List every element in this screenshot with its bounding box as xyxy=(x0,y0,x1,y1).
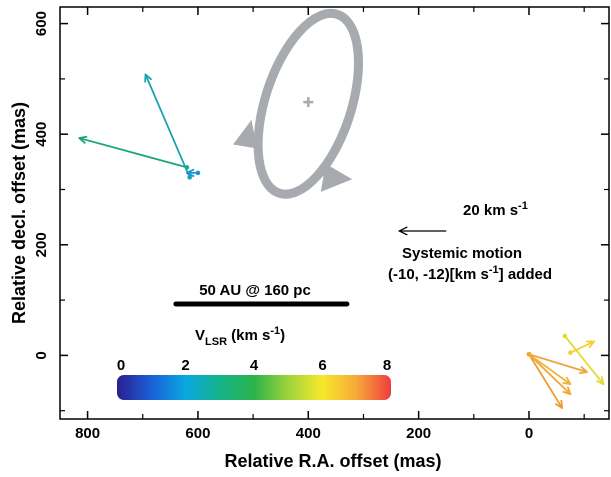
velocity-scale-arrowhead xyxy=(397,226,408,236)
colorbar-tick-label: 8 xyxy=(383,357,391,374)
systemic-motion-line1: Systemic motion xyxy=(402,245,522,262)
y-axis-title: Relative decl. offset (mas) xyxy=(9,102,29,324)
proper-motion-arrow xyxy=(186,168,201,178)
colorbar-title: VLSR (km s-1) xyxy=(195,325,285,348)
systemic-motion-line2: (-10, -12)[km s-1] added xyxy=(388,264,552,283)
orbit-ellipse xyxy=(232,8,363,199)
colorbar-tick-label: 4 xyxy=(250,357,259,374)
proper-motion-arrow xyxy=(526,351,572,386)
y-tick-label: 600 xyxy=(33,11,50,36)
velocity-scale xyxy=(397,226,447,236)
plot-frame xyxy=(59,6,610,420)
y-tick-label: 200 xyxy=(33,232,50,257)
y-tick-label: 0 xyxy=(33,351,50,359)
x-tick-label: 800 xyxy=(75,425,100,442)
colorbar-tick-label: 0 xyxy=(117,357,125,374)
axis-tick-labels: 800 600 400 200 0 0 200 400 600 xyxy=(33,11,533,442)
x-axis-title: Relative R.A. offset (mas) xyxy=(224,451,441,471)
proper-motion-arrow xyxy=(562,333,605,386)
colorbar-tick-labels: 0 2 4 6 8 xyxy=(117,357,391,374)
y-tick-label: 400 xyxy=(33,122,50,147)
proper-motion-arrow xyxy=(144,73,192,180)
colorbar xyxy=(117,375,391,400)
proper-motion-arrow xyxy=(526,351,588,375)
maser-features xyxy=(78,73,605,409)
orbit-arrowhead xyxy=(232,119,257,149)
x-tick-label: 200 xyxy=(406,425,431,442)
axis-ticks xyxy=(60,7,609,419)
proper-motion-arrow xyxy=(568,340,596,355)
colorbar-tick-label: 2 xyxy=(181,357,189,374)
orbit-arrowhead xyxy=(320,163,353,192)
orbit-ring xyxy=(253,8,363,199)
x-tick-label: 600 xyxy=(185,425,210,442)
colorbar-tick-label: 6 xyxy=(318,357,326,374)
x-tick-label: 400 xyxy=(296,425,321,442)
velocity-scale-label: 20 km s-1 xyxy=(463,200,528,219)
length-scale-label: 50 AU @ 160 pc xyxy=(199,282,311,299)
x-tick-label: 0 xyxy=(525,425,533,442)
proper-motion-arrow xyxy=(78,135,190,170)
